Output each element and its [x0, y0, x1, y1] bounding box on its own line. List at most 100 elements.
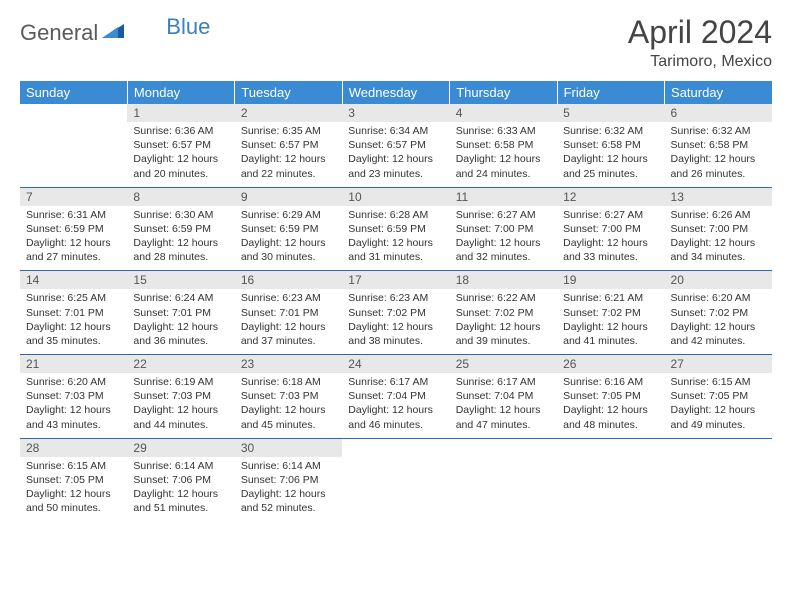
- day-number: 17: [342, 271, 449, 289]
- day-content: Sunrise: 6:14 AMSunset: 7:06 PMDaylight:…: [235, 457, 342, 522]
- calendar-cell: 15Sunrise: 6:24 AMSunset: 7:01 PMDayligh…: [127, 271, 234, 355]
- day-content: Sunrise: 6:35 AMSunset: 6:57 PMDaylight:…: [235, 122, 342, 187]
- daylight-line: Daylight: 12 hours and 44 minutes.: [133, 403, 228, 431]
- daylight-line: Daylight: 12 hours and 41 minutes.: [563, 320, 658, 348]
- day-content: Sunrise: 6:27 AMSunset: 7:00 PMDaylight:…: [557, 206, 664, 271]
- daylight-line: Daylight: 12 hours and 22 minutes.: [241, 152, 336, 180]
- calendar-cell: 4Sunrise: 6:33 AMSunset: 6:58 PMDaylight…: [450, 104, 557, 187]
- day-content: Sunrise: 6:29 AMSunset: 6:59 PMDaylight:…: [235, 206, 342, 271]
- day-header: Saturday: [665, 81, 772, 104]
- day-number: 8: [127, 188, 234, 206]
- day-number: 5: [557, 104, 664, 122]
- day-number: 18: [450, 271, 557, 289]
- daylight-line: Daylight: 12 hours and 48 minutes.: [563, 403, 658, 431]
- daylight-line: Daylight: 12 hours and 47 minutes.: [456, 403, 551, 431]
- calendar-cell: 13Sunrise: 6:26 AMSunset: 7:00 PMDayligh…: [665, 187, 772, 271]
- calendar-cell: [665, 438, 772, 521]
- calendar-cell: 19Sunrise: 6:21 AMSunset: 7:02 PMDayligh…: [557, 271, 664, 355]
- calendar-cell: 2Sunrise: 6:35 AMSunset: 6:57 PMDaylight…: [235, 104, 342, 187]
- sunset-line: Sunset: 7:00 PM: [563, 222, 658, 236]
- sunrise-line: Sunrise: 6:27 AM: [456, 208, 551, 222]
- daylight-line: Daylight: 12 hours and 30 minutes.: [241, 236, 336, 264]
- day-content: Sunrise: 6:22 AMSunset: 7:02 PMDaylight:…: [450, 289, 557, 354]
- day-number: 19: [557, 271, 664, 289]
- sunrise-line: Sunrise: 6:24 AM: [133, 291, 228, 305]
- calendar-row: 21Sunrise: 6:20 AMSunset: 7:03 PMDayligh…: [20, 355, 772, 439]
- day-content: [342, 443, 449, 501]
- month-title: April 2024: [628, 14, 772, 51]
- sunset-line: Sunset: 6:57 PM: [241, 138, 336, 152]
- sunset-line: Sunset: 7:01 PM: [26, 306, 121, 320]
- sunset-line: Sunset: 6:59 PM: [241, 222, 336, 236]
- calendar-cell: 16Sunrise: 6:23 AMSunset: 7:01 PMDayligh…: [235, 271, 342, 355]
- day-number: 25: [450, 355, 557, 373]
- day-content: Sunrise: 6:32 AMSunset: 6:58 PMDaylight:…: [665, 122, 772, 187]
- daylight-line: Daylight: 12 hours and 20 minutes.: [133, 152, 228, 180]
- sunset-line: Sunset: 7:00 PM: [671, 222, 766, 236]
- sunset-line: Sunset: 7:02 PM: [456, 306, 551, 320]
- sunrise-line: Sunrise: 6:26 AM: [671, 208, 766, 222]
- sunrise-line: Sunrise: 6:35 AM: [241, 124, 336, 138]
- day-content: [450, 443, 557, 501]
- day-number: 21: [20, 355, 127, 373]
- sunset-line: Sunset: 7:05 PM: [563, 389, 658, 403]
- calendar-cell: 14Sunrise: 6:25 AMSunset: 7:01 PMDayligh…: [20, 271, 127, 355]
- sunset-line: Sunset: 6:59 PM: [26, 222, 121, 236]
- sunset-line: Sunset: 7:04 PM: [348, 389, 443, 403]
- calendar-cell: 10Sunrise: 6:28 AMSunset: 6:59 PMDayligh…: [342, 187, 449, 271]
- day-number: 6: [665, 104, 772, 122]
- day-content: Sunrise: 6:30 AMSunset: 6:59 PMDaylight:…: [127, 206, 234, 271]
- calendar-cell: 11Sunrise: 6:27 AMSunset: 7:00 PMDayligh…: [450, 187, 557, 271]
- sunset-line: Sunset: 7:03 PM: [241, 389, 336, 403]
- logo-text-general: General: [20, 20, 98, 46]
- sunrise-line: Sunrise: 6:18 AM: [241, 375, 336, 389]
- day-header: Sunday: [20, 81, 127, 104]
- title-block: April 2024 Tarimoro, Mexico: [628, 14, 772, 71]
- day-content: Sunrise: 6:19 AMSunset: 7:03 PMDaylight:…: [127, 373, 234, 438]
- day-content: Sunrise: 6:20 AMSunset: 7:03 PMDaylight:…: [20, 373, 127, 438]
- sunset-line: Sunset: 7:03 PM: [133, 389, 228, 403]
- day-content: Sunrise: 6:34 AMSunset: 6:57 PMDaylight:…: [342, 122, 449, 187]
- sunrise-line: Sunrise: 6:16 AM: [563, 375, 658, 389]
- calendar-table: Sunday Monday Tuesday Wednesday Thursday…: [20, 81, 772, 521]
- daylight-line: Daylight: 12 hours and 49 minutes.: [671, 403, 766, 431]
- sunset-line: Sunset: 7:02 PM: [671, 306, 766, 320]
- day-content: [20, 108, 127, 166]
- day-number: 26: [557, 355, 664, 373]
- calendar-cell: 22Sunrise: 6:19 AMSunset: 7:03 PMDayligh…: [127, 355, 234, 439]
- day-number: 13: [665, 188, 772, 206]
- daylight-line: Daylight: 12 hours and 46 minutes.: [348, 403, 443, 431]
- daylight-line: Daylight: 12 hours and 38 minutes.: [348, 320, 443, 348]
- sunset-line: Sunset: 7:02 PM: [563, 306, 658, 320]
- day-number: 27: [665, 355, 772, 373]
- calendar-row: 28Sunrise: 6:15 AMSunset: 7:05 PMDayligh…: [20, 438, 772, 521]
- day-header: Thursday: [450, 81, 557, 104]
- calendar-row: 7Sunrise: 6:31 AMSunset: 6:59 PMDaylight…: [20, 187, 772, 271]
- day-header: Wednesday: [342, 81, 449, 104]
- day-header: Monday: [127, 81, 234, 104]
- daylight-line: Daylight: 12 hours and 35 minutes.: [26, 320, 121, 348]
- sunrise-line: Sunrise: 6:22 AM: [456, 291, 551, 305]
- day-header-row: Sunday Monday Tuesday Wednesday Thursday…: [20, 81, 772, 104]
- sunrise-line: Sunrise: 6:17 AM: [456, 375, 551, 389]
- day-content: Sunrise: 6:15 AMSunset: 7:05 PMDaylight:…: [665, 373, 772, 438]
- sunset-line: Sunset: 7:03 PM: [26, 389, 121, 403]
- sunset-line: Sunset: 7:05 PM: [671, 389, 766, 403]
- day-number: 7: [20, 188, 127, 206]
- day-number: 2: [235, 104, 342, 122]
- daylight-line: Daylight: 12 hours and 42 minutes.: [671, 320, 766, 348]
- sunset-line: Sunset: 7:01 PM: [133, 306, 228, 320]
- sunrise-line: Sunrise: 6:32 AM: [671, 124, 766, 138]
- calendar-cell: 5Sunrise: 6:32 AMSunset: 6:58 PMDaylight…: [557, 104, 664, 187]
- sunset-line: Sunset: 7:02 PM: [348, 306, 443, 320]
- daylight-line: Daylight: 12 hours and 36 minutes.: [133, 320, 228, 348]
- day-content: Sunrise: 6:20 AMSunset: 7:02 PMDaylight:…: [665, 289, 772, 354]
- calendar-cell: 25Sunrise: 6:17 AMSunset: 7:04 PMDayligh…: [450, 355, 557, 439]
- sunrise-line: Sunrise: 6:25 AM: [26, 291, 121, 305]
- day-number: 16: [235, 271, 342, 289]
- sunrise-line: Sunrise: 6:23 AM: [348, 291, 443, 305]
- day-content: Sunrise: 6:16 AMSunset: 7:05 PMDaylight:…: [557, 373, 664, 438]
- calendar-body: 1Sunrise: 6:36 AMSunset: 6:57 PMDaylight…: [20, 104, 772, 521]
- day-content: Sunrise: 6:18 AMSunset: 7:03 PMDaylight:…: [235, 373, 342, 438]
- day-content: Sunrise: 6:17 AMSunset: 7:04 PMDaylight:…: [450, 373, 557, 438]
